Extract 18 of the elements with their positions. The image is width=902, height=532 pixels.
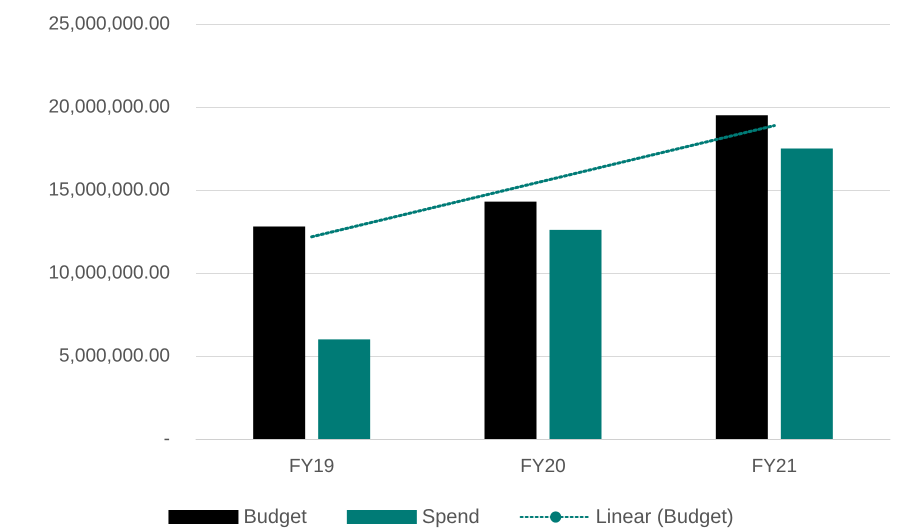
y-tick-label: 5,000,000.00 <box>59 346 170 366</box>
y-tick-label: 20,000,000.00 <box>48 96 170 118</box>
bar <box>780 148 833 439</box>
y-tick-label: 25,000,000.00 <box>48 14 170 34</box>
x-tick-label: FY21 <box>752 456 798 477</box>
bar <box>318 339 370 439</box>
bar <box>484 202 536 439</box>
bar <box>716 115 768 439</box>
bar <box>550 230 602 439</box>
x-tick-label: FY19 <box>288 456 334 477</box>
legend-label: Linear (Budget) <box>596 506 734 528</box>
y-tick-label: 10,000,000.00 <box>48 262 170 284</box>
x-tick-label: FY20 <box>520 456 566 477</box>
legend-label: Budget <box>243 506 308 528</box>
y-tick-label: 15,000,000.00 <box>48 180 170 200</box>
y-tick-label: - <box>164 428 170 450</box>
bar <box>253 226 306 439</box>
legend-label: Spend <box>422 506 480 528</box>
